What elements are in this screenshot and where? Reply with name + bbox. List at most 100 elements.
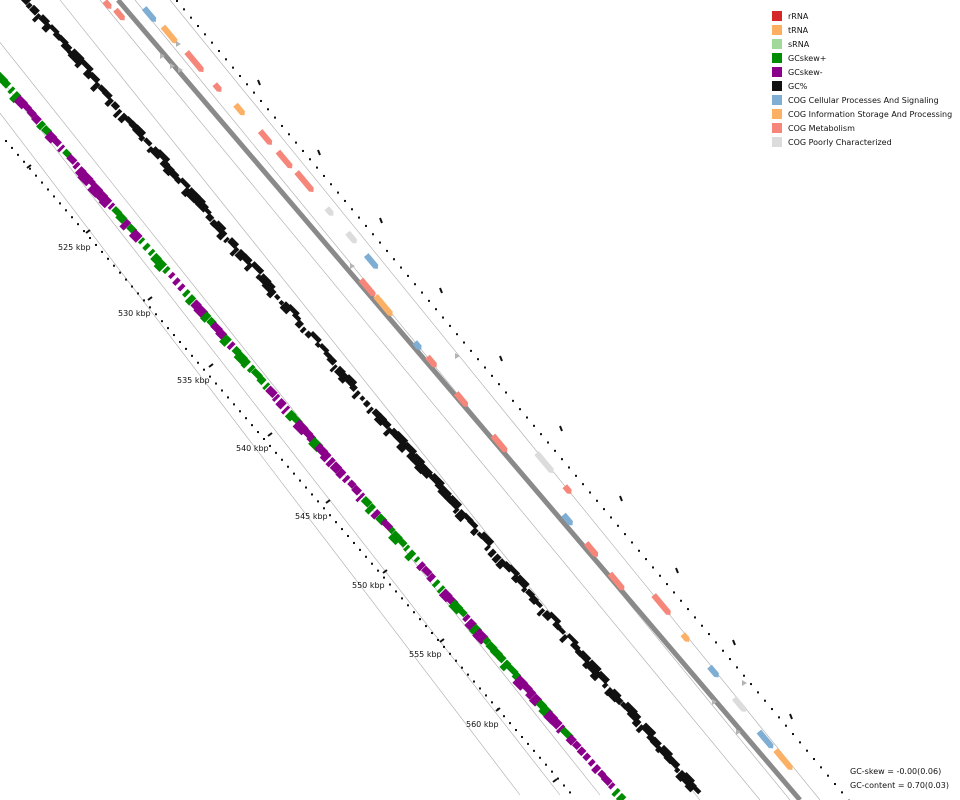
- outer-tick: [841, 791, 843, 794]
- gc-skew-negative-bar: [26, 107, 37, 119]
- gc-skew-positive-bar: [153, 258, 168, 272]
- cog-feature: [212, 82, 222, 92]
- ruler-tick: [287, 465, 289, 468]
- gc-content-bar: [131, 124, 147, 139]
- gc-content-bar: [202, 205, 212, 216]
- outer-tick: [722, 649, 724, 652]
- gc-content-bar: [362, 399, 371, 408]
- gc-skew-negative-bar: [528, 693, 543, 707]
- gc-content-bar: [640, 722, 657, 739]
- outer-tick-ring: [176, 0, 850, 800]
- legend-swatch: [772, 11, 782, 21]
- outer-tick: [309, 158, 311, 161]
- outer-tick: [365, 224, 367, 227]
- gc-skew-negative-bar: [582, 752, 592, 762]
- ruler-tick: [443, 645, 445, 648]
- outer-tick: [414, 283, 416, 286]
- gc-skew-negative-bar: [319, 450, 332, 463]
- gc-skew-negative-bar: [226, 341, 236, 351]
- outer-tick: [554, 449, 556, 452]
- cog-feature: [160, 24, 178, 44]
- gc-skew-positive-bar: [2, 79, 12, 89]
- outer-tick: [743, 674, 745, 677]
- outer-tick: [358, 216, 360, 219]
- gc-skew-negative-bar: [525, 688, 537, 700]
- gc-skew-negative-bar: [355, 492, 366, 503]
- gc-skew-positive-bar: [36, 120, 47, 131]
- legend-swatch: [772, 109, 782, 119]
- cog-feature: [453, 391, 469, 407]
- cog-feature: [651, 593, 671, 615]
- cog-feature: [680, 632, 690, 642]
- legend-item: GCskew-: [772, 65, 960, 79]
- gc-content-bar: [174, 176, 183, 185]
- ruler-major-tick: [85, 229, 91, 234]
- gc-content-bar: [304, 330, 313, 339]
- ruler-label-560: 560 kbp: [466, 720, 499, 729]
- gc-content-bar: [329, 364, 338, 373]
- gc-content-bar: [88, 71, 101, 84]
- ruler-tick: [479, 687, 481, 690]
- legend-label: sRNA: [788, 39, 810, 49]
- gc-content-bar: [104, 97, 114, 107]
- legend-swatch: [772, 39, 782, 49]
- outer-tick: [834, 783, 836, 786]
- gc-content-bar: [31, 13, 42, 23]
- outer-tick: [246, 83, 248, 86]
- gc-content-bar: [227, 237, 240, 249]
- gc-skew-track: [0, 71, 627, 800]
- gc-skew-positive-bar: [9, 90, 22, 104]
- outer-tick: [204, 33, 206, 36]
- ruler-tick: [227, 396, 229, 399]
- cog-feature-track: [102, 0, 793, 770]
- outer-tick: [519, 408, 521, 411]
- outer-tick: [477, 358, 479, 361]
- gc-content-bar: [495, 558, 507, 570]
- gc-content-bar: [536, 608, 546, 617]
- outer-tick: [827, 774, 829, 777]
- ruler-tick: [299, 479, 301, 482]
- ruler-major-tick: [382, 569, 388, 574]
- gc-content-bar: [684, 779, 697, 793]
- legend: rRNA tRNA sRNA GCskew+ GCskew- GC% COG Cellula…: [772, 9, 960, 149]
- outer-tick: [295, 141, 297, 144]
- outer-tick: [498, 383, 500, 386]
- gc-content-bar: [243, 262, 254, 272]
- ruler-major-tick: [147, 296, 153, 301]
- outer-tick: [379, 241, 381, 244]
- outer-tick: [792, 733, 794, 736]
- gc-skew-negative-bar: [306, 433, 317, 444]
- legend-swatch: [772, 123, 782, 133]
- outer-tick: [323, 174, 325, 177]
- gc-skew-negative-bar: [74, 166, 87, 178]
- gc-content-bar: [326, 354, 338, 366]
- gc-skew-positive-bar: [511, 671, 522, 681]
- cog-feature: [707, 664, 719, 678]
- gc-content-track: [19, 0, 702, 795]
- ruler-tick: [11, 146, 13, 149]
- gc-content-bar: [294, 319, 304, 329]
- gc-content-bar: [413, 460, 428, 475]
- gc-skew-negative-bar: [591, 764, 602, 775]
- gc-skew-negative-bar: [177, 283, 186, 292]
- outer-tick: [652, 566, 654, 569]
- gc-content-bar: [446, 494, 463, 511]
- gc-skew-negative-bar: [329, 461, 343, 474]
- ruler-tick: [527, 742, 529, 745]
- gc-content-bar: [299, 326, 307, 334]
- gc-skew-positive-bar: [240, 358, 251, 369]
- gc-content-bar: [578, 650, 592, 664]
- legend-swatch: [772, 25, 782, 35]
- ruler-tick: [83, 230, 85, 233]
- gc-skew-negative-bar: [168, 271, 176, 280]
- gc-content-bar: [279, 301, 293, 315]
- outer-tick: [603, 508, 605, 511]
- gc-content-bar: [469, 527, 479, 537]
- gc-skew-negative-bar: [325, 457, 336, 468]
- gc-content-bar: [452, 507, 460, 515]
- cog-feature: [773, 748, 793, 770]
- gc-content-bar: [349, 383, 358, 392]
- gc-content-bar: [478, 531, 495, 547]
- legend-label: GCskew-: [788, 67, 823, 77]
